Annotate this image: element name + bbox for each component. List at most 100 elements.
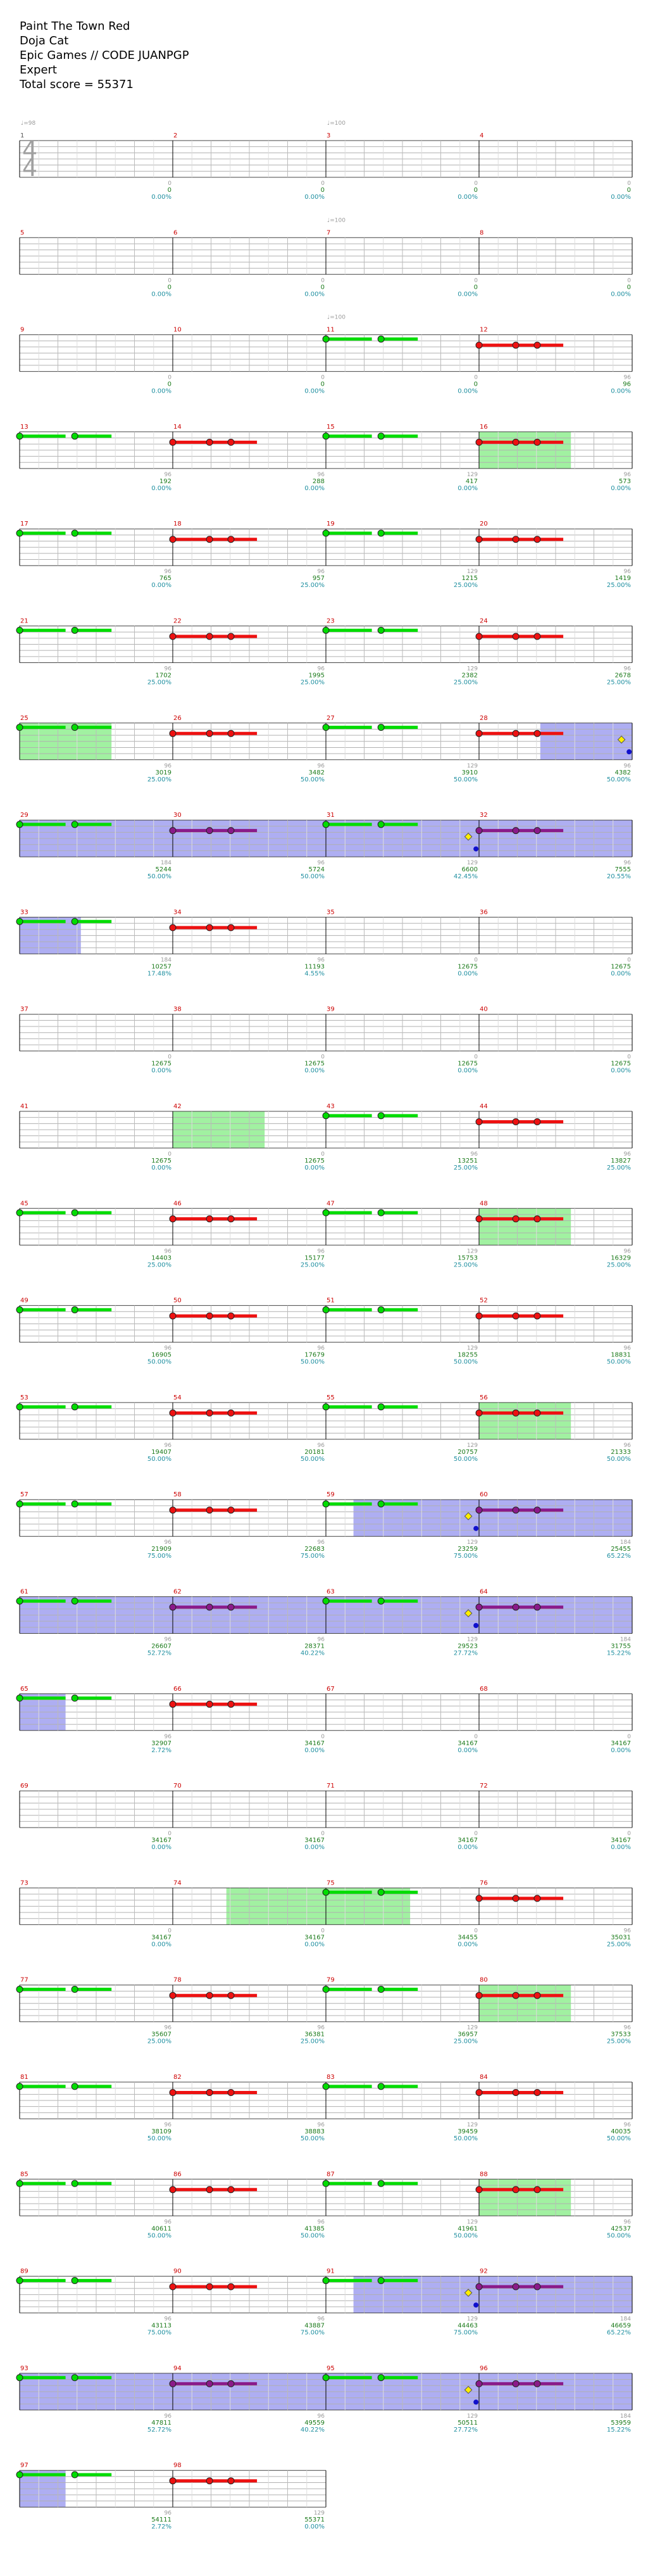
measure-multiplier: 96 [165, 2122, 172, 2128]
red-note [512, 1506, 520, 1514]
measure-number: 86 [173, 2171, 182, 2178]
measure-number: 28 [480, 715, 488, 722]
measure-score: 44463 [458, 2323, 478, 2330]
red-note [169, 827, 177, 835]
measure-multiplier: 96 [318, 1443, 325, 1449]
measure-multiplier: 96 [624, 2219, 632, 2225]
measure-score: 14403 [151, 1254, 171, 1261]
measure-number: 59 [327, 1491, 335, 1498]
measure-multiplier: 129 [467, 569, 478, 575]
measure-score: 34455 [458, 1934, 478, 1941]
green-note [322, 1209, 330, 1216]
measure-multiplier: 96 [318, 1539, 325, 1546]
red-note [169, 1506, 177, 1514]
measure-score: 20181 [304, 1449, 325, 1456]
measure-percent: 0.00% [458, 1747, 478, 1754]
measure-percent: 25.00% [147, 2038, 171, 2045]
measure-score: 7555 [615, 866, 631, 873]
measure-score: 37533 [611, 2031, 631, 2038]
measure-number: 48 [480, 1200, 488, 1207]
red-note [512, 1992, 520, 1999]
measure-score: 54111 [151, 2516, 171, 2523]
measure-multiplier: 129 [467, 1248, 478, 1254]
red-note [227, 2380, 235, 2387]
measure-score: 16329 [611, 1254, 631, 1261]
measure-score: 12675 [458, 1061, 478, 1068]
measure-number: 83 [327, 2074, 335, 2081]
measure-number: 1 [20, 132, 24, 139]
red-note [206, 1992, 213, 1999]
measure-number: 31 [327, 812, 335, 819]
measure-multiplier: 96 [165, 2219, 172, 2225]
measure-score: 6600 [462, 866, 478, 873]
measure-percent: 0.00% [611, 485, 631, 492]
measure-score: 12675 [304, 1158, 325, 1165]
red-note [533, 827, 541, 835]
measure-number: 49 [20, 1297, 28, 1304]
green-note [377, 529, 385, 537]
measure-percent: 0.00% [458, 291, 478, 298]
green-note [16, 1695, 23, 1702]
green-note [71, 2276, 78, 2284]
red-note [169, 924, 177, 931]
red-note [169, 2283, 177, 2290]
red-note [227, 2186, 235, 2194]
red-note [475, 1118, 483, 1125]
red-note [533, 2380, 541, 2387]
measure-percent: 0.00% [611, 291, 631, 298]
measure-percent: 0.00% [304, 194, 325, 201]
measure-multiplier: 96 [165, 2025, 172, 2031]
measure-percent: 50.00% [301, 2232, 325, 2239]
measure-percent: 50.00% [454, 2232, 478, 2239]
measure-number: 53 [20, 1394, 28, 1401]
measure-percent: 65.22% [607, 2330, 631, 2337]
measure-number: 17 [20, 521, 28, 527]
measure-multiplier: 0 [627, 1831, 631, 1837]
red-note [169, 2380, 177, 2387]
measure-multiplier: 0 [321, 1928, 325, 1934]
measure-multiplier: 96 [624, 1151, 632, 1158]
red-note [512, 729, 520, 737]
measure-number: 22 [173, 618, 182, 625]
measure-score: 18255 [458, 1352, 478, 1359]
red-note [475, 438, 483, 446]
measure-score: 0 [168, 381, 171, 388]
measure-number: 93 [20, 2365, 28, 2372]
measure-percent: 0.00% [304, 1747, 325, 1754]
measure-number: 97 [20, 2462, 28, 2469]
measure-number: 3 [327, 132, 330, 139]
measure-percent: 15.22% [607, 2427, 631, 2434]
green-note [16, 1500, 23, 1508]
measure-multiplier: 0 [168, 180, 171, 187]
measure-score: 21333 [611, 1449, 631, 1456]
measure-number: 73 [20, 1879, 28, 1886]
measure-multiplier: 129 [467, 1637, 478, 1643]
measure-score: 4382 [615, 769, 631, 776]
measure-number: 26 [173, 715, 182, 722]
measure-number: 70 [173, 1783, 182, 1790]
green-note [16, 918, 23, 925]
green-note [16, 1403, 23, 1411]
green-note [377, 335, 385, 343]
measure-percent: 50.00% [607, 776, 631, 783]
red-note [475, 633, 483, 640]
green-note [377, 2276, 385, 2284]
measure-number: 25 [20, 715, 28, 722]
measure-score: 46659 [611, 2323, 631, 2330]
measure-multiplier: 129 [467, 2025, 478, 2031]
measure-number: 35 [327, 909, 335, 916]
difficulty-label: Expert [20, 63, 57, 77]
green-note [377, 2180, 385, 2187]
measure-score: 34167 [458, 1740, 478, 1747]
measure-multiplier: 129 [467, 666, 478, 672]
measure-percent: 0.00% [611, 388, 631, 395]
measure-multiplier: 96 [318, 2122, 325, 2128]
measure-multiplier: 96 [165, 1346, 172, 1352]
red-note [512, 438, 520, 446]
measure-score: 34167 [458, 1837, 478, 1844]
green-note [377, 724, 385, 731]
red-note [227, 2283, 235, 2290]
measure-number: 57 [20, 1491, 28, 1498]
green-note [377, 1500, 385, 1508]
measure-score: 13251 [458, 1158, 478, 1165]
